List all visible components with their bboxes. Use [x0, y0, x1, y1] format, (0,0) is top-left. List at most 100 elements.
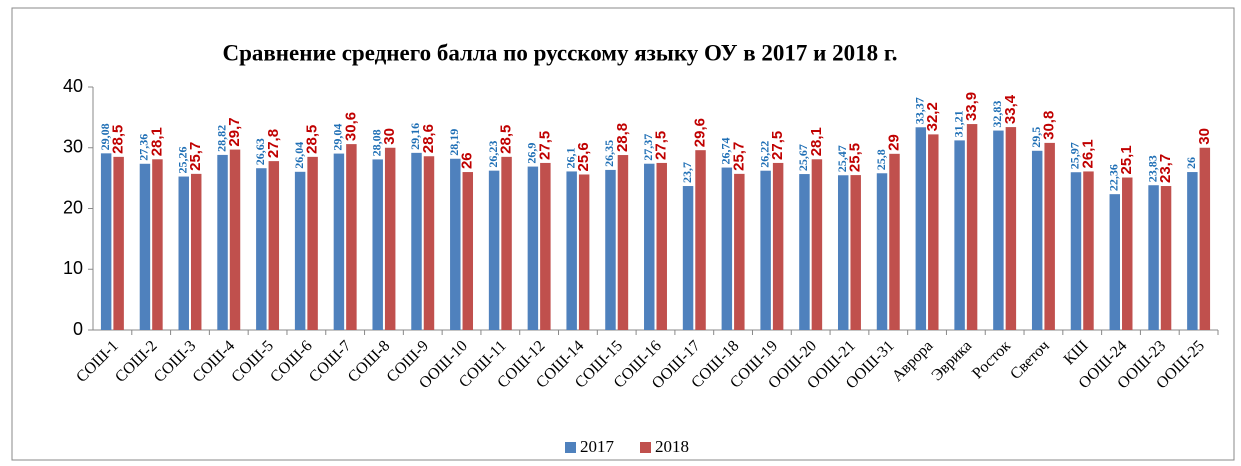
bar — [333, 153, 345, 330]
bar — [799, 174, 810, 330]
bar — [954, 140, 965, 330]
bar — [307, 156, 318, 330]
bar — [734, 173, 745, 330]
bar — [217, 154, 228, 330]
bar — [695, 150, 706, 330]
value-label: 29,04 — [331, 124, 345, 151]
bar — [656, 162, 667, 330]
value-label: 25,47 — [835, 145, 849, 172]
bar — [1044, 142, 1055, 330]
value-label: 33,37 — [913, 97, 927, 124]
bar — [772, 162, 784, 330]
bar — [578, 174, 590, 330]
bar — [682, 186, 694, 330]
bar — [462, 172, 474, 330]
bar — [1199, 147, 1211, 330]
y-tick-label: 20 — [63, 197, 83, 217]
bar — [837, 175, 849, 330]
value-label: 32,2 — [924, 102, 941, 131]
bar — [540, 162, 551, 330]
value-label: 26,22 — [757, 141, 771, 168]
bar — [229, 149, 241, 330]
bar — [605, 169, 616, 330]
bar — [1070, 172, 1082, 330]
bar — [501, 156, 512, 330]
value-label: 26,23 — [486, 141, 500, 168]
value-label: 28,82 — [214, 125, 228, 152]
bar — [100, 153, 112, 330]
bar — [876, 173, 888, 330]
value-label: 25,8 — [874, 149, 888, 170]
value-label: 28,1 — [148, 127, 165, 156]
value-label: 25,6 — [575, 142, 592, 171]
value-label: 29,6 — [691, 118, 708, 147]
bar — [1148, 185, 1159, 330]
value-label: 29,16 — [408, 123, 422, 150]
bar — [1005, 127, 1017, 330]
value-label: 26,04 — [292, 142, 306, 169]
value-label: 28,5 — [498, 125, 515, 154]
value-label: 32,83 — [990, 101, 1004, 128]
bar — [566, 171, 577, 330]
bar — [993, 130, 1004, 330]
value-label: 27,8 — [265, 129, 282, 158]
bar — [966, 124, 978, 331]
value-label: 26,74 — [719, 138, 733, 165]
value-label: 33,4 — [1002, 94, 1019, 124]
bar — [178, 176, 189, 330]
bar — [268, 161, 280, 330]
legend-swatch — [640, 442, 651, 453]
bar — [256, 168, 267, 330]
value-label: 27,5 — [536, 131, 553, 160]
bar — [384, 147, 396, 330]
value-label: 25,97 — [1068, 142, 1082, 169]
bar — [152, 159, 163, 330]
value-label: 22,36 — [1107, 164, 1121, 191]
y-tick-label: 30 — [63, 137, 83, 157]
bar — [139, 163, 151, 330]
bar — [760, 170, 771, 330]
value-label: 23,83 — [1145, 155, 1159, 182]
bar — [411, 152, 422, 330]
value-label: 30,8 — [1041, 111, 1058, 140]
bar — [488, 170, 500, 330]
value-label: 27,5 — [769, 131, 786, 160]
value-label: 28,5 — [110, 125, 127, 154]
value-label: 28,19 — [447, 129, 461, 156]
value-label: 25,7 — [187, 142, 204, 171]
value-label: 31,21 — [951, 110, 965, 137]
bar — [346, 144, 357, 330]
bar — [1109, 194, 1121, 330]
bar — [527, 166, 539, 330]
bar — [372, 159, 383, 330]
bar — [928, 134, 939, 330]
value-label: 27,5 — [653, 131, 670, 160]
bar — [811, 159, 823, 330]
bar — [915, 127, 927, 330]
bar — [1122, 177, 1133, 330]
value-label: 27,37 — [641, 134, 655, 161]
value-label: 33,9 — [963, 92, 980, 121]
bar — [190, 173, 202, 330]
bar — [721, 167, 733, 330]
value-label: 28,08 — [369, 129, 383, 156]
y-tick-label: 0 — [73, 319, 83, 339]
bar — [450, 158, 461, 330]
value-label: 25,7 — [730, 142, 747, 171]
value-label: 25,26 — [175, 147, 189, 174]
legend-label: 2018 — [655, 437, 689, 456]
value-label: 28,6 — [420, 124, 437, 153]
y-tick-label: 40 — [63, 76, 83, 96]
value-label: 29,5 — [1029, 127, 1043, 148]
legend-label: 2017 — [580, 437, 615, 456]
value-label: 28,5 — [304, 125, 321, 154]
bar — [850, 175, 861, 330]
bar — [889, 153, 900, 330]
y-tick-label: 10 — [63, 258, 83, 278]
value-label: 26,9 — [525, 143, 539, 164]
value-label: 27,36 — [137, 134, 151, 161]
bar — [617, 155, 629, 330]
bar — [423, 156, 435, 330]
bar — [113, 156, 124, 330]
